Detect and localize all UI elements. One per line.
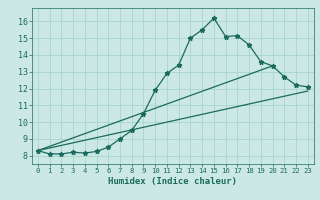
X-axis label: Humidex (Indice chaleur): Humidex (Indice chaleur) bbox=[108, 177, 237, 186]
